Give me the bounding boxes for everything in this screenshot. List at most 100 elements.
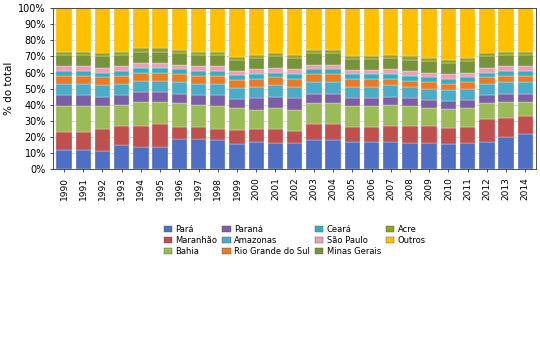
- Bar: [326, 50, 341, 53]
- Bar: [268, 129, 283, 144]
- Bar: [517, 66, 533, 71]
- Bar: [479, 57, 495, 68]
- Bar: [191, 71, 206, 76]
- Bar: [326, 93, 341, 103]
- Bar: [152, 8, 168, 49]
- Bar: [133, 52, 148, 63]
- Bar: [306, 53, 321, 64]
- Bar: [248, 58, 264, 69]
- Bar: [402, 98, 417, 106]
- Bar: [306, 93, 321, 103]
- Bar: [210, 66, 226, 71]
- Bar: [76, 66, 91, 71]
- Bar: [460, 8, 475, 58]
- Bar: [56, 66, 72, 71]
- Bar: [517, 71, 533, 76]
- Bar: [306, 50, 321, 53]
- Bar: [326, 82, 341, 93]
- Bar: [133, 49, 148, 52]
- Bar: [287, 8, 302, 55]
- Bar: [517, 76, 533, 82]
- Bar: [210, 84, 226, 95]
- Bar: [517, 55, 533, 66]
- Bar: [441, 144, 456, 169]
- Bar: [287, 110, 302, 130]
- Bar: [364, 106, 379, 127]
- Bar: [210, 52, 226, 55]
- Bar: [114, 84, 130, 95]
- Bar: [152, 147, 168, 169]
- Bar: [460, 108, 475, 127]
- Bar: [268, 144, 283, 169]
- Bar: [95, 53, 110, 57]
- Bar: [460, 144, 475, 169]
- Bar: [498, 101, 514, 118]
- Bar: [230, 57, 245, 60]
- Bar: [210, 140, 226, 169]
- Bar: [517, 116, 533, 134]
- Bar: [133, 81, 148, 92]
- Bar: [287, 58, 302, 69]
- Bar: [402, 87, 417, 98]
- Bar: [460, 100, 475, 108]
- Bar: [248, 69, 264, 74]
- Bar: [383, 86, 399, 97]
- Bar: [402, 60, 417, 71]
- Bar: [191, 139, 206, 169]
- Bar: [441, 79, 456, 84]
- Bar: [191, 105, 206, 127]
- Bar: [345, 8, 360, 56]
- Bar: [230, 80, 245, 88]
- Bar: [364, 142, 379, 169]
- Bar: [498, 76, 514, 82]
- Bar: [422, 72, 437, 78]
- Bar: [230, 71, 245, 75]
- Bar: [306, 82, 321, 93]
- Bar: [95, 129, 110, 151]
- Bar: [306, 69, 321, 74]
- Bar: [230, 88, 245, 99]
- Bar: [364, 127, 379, 142]
- Bar: [326, 103, 341, 124]
- Bar: [326, 140, 341, 169]
- Bar: [479, 84, 495, 95]
- Bar: [210, 76, 226, 84]
- Bar: [441, 63, 456, 74]
- Bar: [210, 8, 226, 52]
- Bar: [248, 55, 264, 58]
- Bar: [56, 76, 72, 84]
- Bar: [383, 55, 399, 58]
- Bar: [306, 74, 321, 82]
- Bar: [479, 78, 495, 84]
- Bar: [402, 71, 417, 76]
- Bar: [460, 89, 475, 100]
- Bar: [383, 126, 399, 142]
- Bar: [133, 8, 148, 49]
- Bar: [345, 56, 360, 59]
- Bar: [172, 69, 187, 74]
- Bar: [95, 97, 110, 106]
- Bar: [287, 69, 302, 74]
- Y-axis label: % do total: % do total: [4, 62, 14, 115]
- Bar: [95, 8, 110, 53]
- Bar: [479, 119, 495, 142]
- Bar: [326, 53, 341, 64]
- Bar: [345, 127, 360, 142]
- Bar: [422, 82, 437, 89]
- Bar: [498, 8, 514, 52]
- Bar: [479, 72, 495, 78]
- Bar: [172, 8, 187, 50]
- Bar: [172, 82, 187, 93]
- Bar: [306, 8, 321, 50]
- Bar: [402, 8, 417, 57]
- Bar: [268, 86, 283, 97]
- Bar: [422, 100, 437, 108]
- Bar: [133, 72, 148, 81]
- Bar: [230, 8, 245, 57]
- Bar: [191, 95, 206, 105]
- Bar: [326, 74, 341, 82]
- Bar: [76, 84, 91, 95]
- Bar: [460, 127, 475, 144]
- Bar: [383, 58, 399, 69]
- Bar: [402, 81, 417, 87]
